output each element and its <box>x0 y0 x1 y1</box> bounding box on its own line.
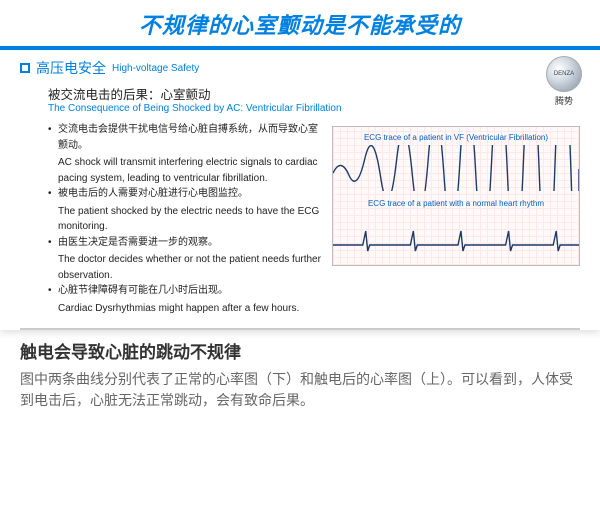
main-title: 不规律的心室颤动是不能承受的 <box>0 0 600 46</box>
logo-badge-icon: DENZA <box>546 56 582 92</box>
bottom-heading: 触电会导致心脏的跳动不规律 <box>20 338 580 363</box>
ecg-chart: ECG trace of a patient in VF (Ventricula… <box>332 126 580 266</box>
bullet-list: 交流电击会提供干扰电信号给心脏自搏系统，从而导致心室颤动。 AC shock w… <box>48 122 324 316</box>
bullet-en: The patient shocked by the electric need… <box>48 204 324 235</box>
brand-logo: DENZA 腾势 <box>546 56 582 107</box>
bullet-cn: 被电击后的人需要对心脏进行心电图监控。 <box>48 186 324 202</box>
vf-path <box>333 145 579 191</box>
ecg-trace-vf <box>333 145 579 191</box>
subheading-cn: 被交流电击的后果：心室颤动 <box>48 84 552 103</box>
logo-text: 腾势 <box>546 94 582 107</box>
section-header: 高压电安全 High-voltage Safety <box>0 56 600 78</box>
section-en: High-voltage Safety <box>112 63 199 74</box>
bottom-caption: 触电会导致心脏的跳动不规律 图中两条曲线分别代表了正常的心率图（下）和触电后的心… <box>0 330 600 411</box>
normal-path <box>333 231 579 251</box>
bullet-cn: 交流电击会提供干扰电信号给心脏自搏系统，从而导致心室颤动。 <box>48 122 324 153</box>
ecg-label-vf: ECG trace of a patient in VF (Ventricula… <box>333 133 579 142</box>
subheading-en: The Consequence of Being Shocked by AC: … <box>48 103 552 114</box>
title-underline <box>0 46 600 50</box>
ecg-trace-normal <box>333 211 579 257</box>
bullet-cn: 由医生决定是否需要进一步的观察。 <box>48 235 324 251</box>
bullet-en: Cardiac Dysrhythmias might happen after … <box>48 301 324 317</box>
section-cn: 高压电安全 <box>36 58 106 78</box>
title-cn: 不规律的心室颤动是不能承受的 <box>0 8 600 40</box>
bullet-cn: 心脏节律障碍有可能在几小时后出现。 <box>48 283 324 299</box>
subheading: 被交流电击的后果：心室颤动 The Consequence of Being S… <box>0 78 600 116</box>
bottom-paragraph: 图中两条曲线分别代表了正常的心率图（下）和触电后的心率图（上）。可以看到，人体受… <box>20 369 580 411</box>
bullet-en: The doctor decides whether or not the pa… <box>48 252 324 283</box>
bullet-en: AC shock will transmit interfering elect… <box>48 155 324 186</box>
bullet-square-icon <box>20 63 30 73</box>
ecg-label-normal: ECG trace of a patient with a normal hea… <box>333 199 579 208</box>
